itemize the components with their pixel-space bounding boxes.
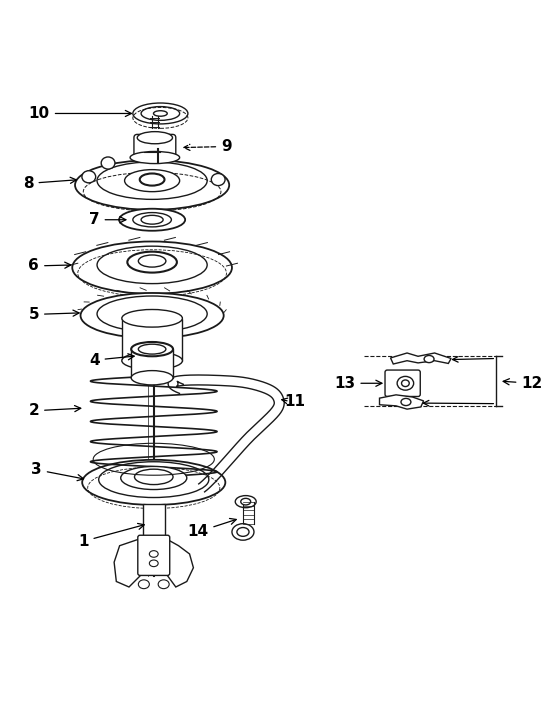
Text: 9: 9 [184, 139, 232, 154]
Ellipse shape [141, 215, 163, 224]
Text: 14: 14 [187, 518, 236, 539]
Text: 5: 5 [28, 307, 79, 322]
Bar [143, 505, 165, 537]
Text: 12: 12 [503, 376, 543, 391]
Ellipse shape [150, 560, 158, 566]
Ellipse shape [122, 352, 182, 370]
Ellipse shape [121, 467, 187, 489]
Ellipse shape [241, 499, 251, 505]
Ellipse shape [232, 523, 254, 540]
Text: 4: 4 [89, 352, 134, 368]
Ellipse shape [82, 171, 95, 183]
Ellipse shape [140, 173, 164, 186]
Bar [131, 349, 173, 378]
Ellipse shape [81, 293, 224, 338]
Text: 1: 1 [78, 523, 144, 549]
Text: 11: 11 [285, 394, 306, 409]
Ellipse shape [82, 460, 225, 505]
Ellipse shape [237, 528, 249, 537]
Ellipse shape [139, 579, 150, 589]
Ellipse shape [133, 213, 171, 227]
Ellipse shape [97, 296, 207, 332]
Bar [122, 320, 182, 360]
Ellipse shape [211, 173, 225, 186]
Ellipse shape [139, 255, 166, 267]
FancyBboxPatch shape [385, 370, 420, 397]
Ellipse shape [99, 462, 209, 497]
Ellipse shape [97, 246, 207, 284]
Ellipse shape [235, 496, 256, 507]
Ellipse shape [401, 398, 411, 405]
Ellipse shape [135, 469, 173, 485]
Ellipse shape [128, 252, 177, 272]
Polygon shape [380, 395, 423, 409]
Ellipse shape [131, 342, 173, 356]
Text: 13: 13 [335, 376, 382, 391]
Ellipse shape [125, 170, 179, 191]
Ellipse shape [139, 344, 166, 354]
Ellipse shape [397, 376, 413, 390]
Ellipse shape [153, 111, 167, 116]
Ellipse shape [150, 550, 158, 557]
Ellipse shape [75, 160, 229, 210]
Ellipse shape [119, 209, 185, 231]
Text: 3: 3 [31, 462, 83, 480]
Ellipse shape [141, 106, 179, 120]
Ellipse shape [133, 103, 188, 124]
Ellipse shape [72, 242, 232, 294]
Ellipse shape [131, 371, 173, 385]
Polygon shape [390, 353, 451, 364]
Ellipse shape [101, 157, 115, 169]
Ellipse shape [97, 162, 207, 199]
Ellipse shape [130, 151, 179, 164]
Text: 10: 10 [29, 106, 131, 121]
Ellipse shape [158, 579, 169, 589]
Text: 7: 7 [89, 213, 126, 227]
Polygon shape [164, 537, 193, 587]
Ellipse shape [122, 309, 182, 327]
Text: 2: 2 [28, 403, 81, 419]
Text: 8: 8 [23, 176, 76, 191]
Ellipse shape [137, 132, 172, 143]
Ellipse shape [424, 355, 434, 363]
Ellipse shape [401, 380, 409, 387]
Polygon shape [114, 537, 144, 587]
FancyBboxPatch shape [138, 535, 169, 575]
Text: 6: 6 [28, 258, 71, 274]
FancyBboxPatch shape [134, 135, 176, 161]
